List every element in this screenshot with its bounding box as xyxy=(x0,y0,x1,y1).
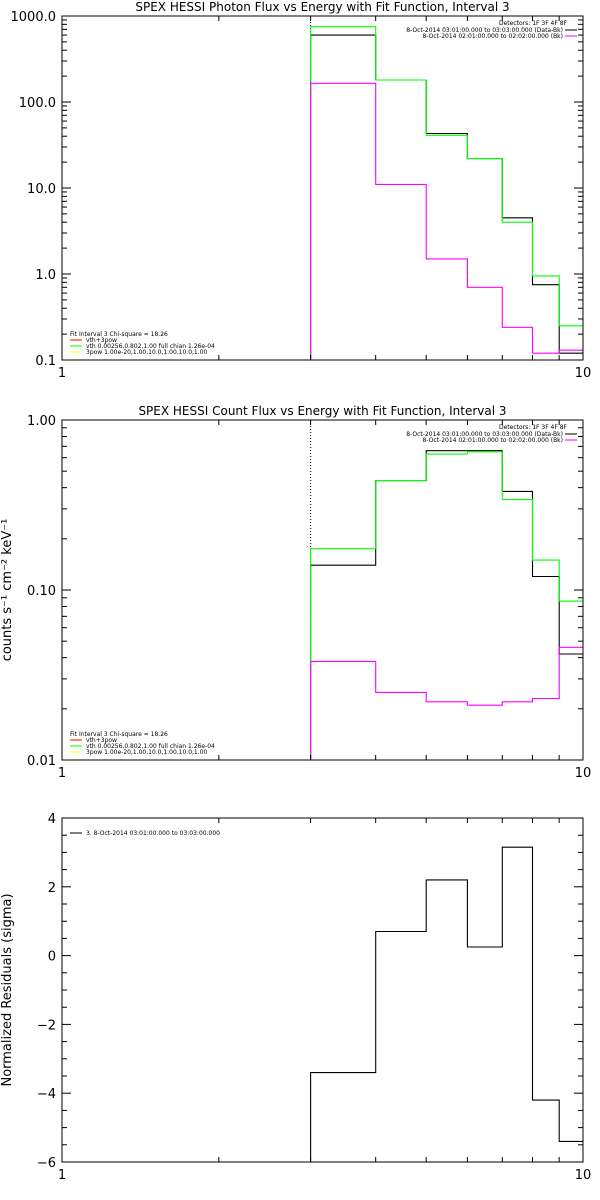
series-2-step-line xyxy=(310,26,583,360)
fit-summary-text: Fit Interval 3 Chi-square = 18.26 xyxy=(70,731,168,738)
legend-entry-text: 8-Oct-2014 02:01:00.000 to 02:02:00.000 … xyxy=(423,33,564,40)
x-tick-label: 10 xyxy=(575,1168,592,1183)
y-tick-label: 10.0 xyxy=(27,182,56,197)
x-tick-label: 10 xyxy=(575,366,592,381)
legend-top-right: Detectors: 1F 3F 4F 8F8-Oct-2014 03:01:0… xyxy=(406,20,577,40)
y-axis-label: counts s⁻¹ cm⁻² keV⁻¹ xyxy=(0,519,15,662)
y-tick-label: 1.00 xyxy=(27,414,56,429)
plot-frame xyxy=(61,817,584,1163)
series-3-step-line xyxy=(310,646,583,760)
legend-entry-text: 8-Oct-2014 03:01:00.000 to 03:03:00.000 … xyxy=(406,431,563,438)
panel-1: SPEX HESSI Photon Flux vs Energy with Fi… xyxy=(11,0,592,381)
y-tick-label: 1.0 xyxy=(35,268,56,283)
chart-title: SPEX HESSI Photon Flux vs Energy with Fi… xyxy=(135,0,509,14)
legend-top-left: 3. 8-Oct-2014 03:01:00.000 to 03:03:00.0… xyxy=(70,830,220,837)
series-3-step-line xyxy=(310,82,583,360)
legend-entry-text: 3pow 1.00e-20,1.00,10.0,1.00,10.0,1.00 xyxy=(86,749,207,756)
legend-bottom-left: Fit Interval 3 Chi-square = 18.26vth+3po… xyxy=(70,731,215,756)
y-tick-label: 100.0 xyxy=(19,96,56,111)
legend-entry-text: 8-Oct-2014 03:01:00.000 to 03:03:00.000 … xyxy=(406,27,563,34)
y-axis-label: Normalized Residuals (sigma) xyxy=(0,893,15,1086)
y-tick-label: −6 xyxy=(37,1156,56,1171)
x-tick-label: 1 xyxy=(58,766,66,781)
series-2-step-line xyxy=(310,451,583,760)
y-tick-label: 0.01 xyxy=(27,754,56,769)
y-tick-label: −4 xyxy=(37,1087,56,1102)
fit-summary-text: Fit Interval 3 Chi-square = 18.26 xyxy=(70,331,168,338)
legend-entry-text: 3pow 1.00e-20,1.00,10.0,1.00,10.0,1.00 xyxy=(86,349,207,356)
y-tick-label: 0.1 xyxy=(35,354,56,369)
x-tick-label: 10 xyxy=(575,766,592,781)
legend-entry-text: vth 0.00256,0.802,1.00 full chian 1.26e-… xyxy=(86,343,215,350)
y-tick-label: −2 xyxy=(37,1018,56,1033)
legend-entry-text: 3. 8-Oct-2014 03:01:00.000 to 03:03:00.0… xyxy=(86,830,220,837)
panel-3: 1 10 −6 −4 −2 0 2 4 Normalized Residuals (sigma)… xyxy=(0,812,591,1183)
legend-entry-text: vth+3pow xyxy=(86,337,117,344)
series-1-step-line xyxy=(310,846,583,1162)
y-tick-label: 0 xyxy=(48,950,56,965)
y-tick-label: 0.10 xyxy=(27,584,56,599)
legend-entry-text: vth+3pow xyxy=(86,737,117,744)
series-1-step-line xyxy=(310,450,583,760)
y-tick-label: 1000.0 xyxy=(11,10,57,25)
x-tick-label: 1 xyxy=(58,1168,66,1183)
y-tick-label: 4 xyxy=(48,812,56,827)
plot-frame xyxy=(61,15,584,361)
y-tick-label: 2 xyxy=(48,881,56,896)
panel-2: SPEX HESSI Count Flux vs Energy with Fit… xyxy=(0,404,591,781)
legend-top-right: Detectors: 1F 3F 4F 8F8-Oct-2014 03:01:0… xyxy=(406,424,577,444)
legend-header: Detectors: 1F 3F 4F 8F xyxy=(499,20,568,27)
legend-entry-text: vth 0.00256,0.802,1.00 full chian 1.26e-… xyxy=(86,743,215,750)
x-tick-label: 1 xyxy=(58,366,66,381)
legend-entry-text: 8-Oct-2014 02:01:00.000 to 02:02:00.000 … xyxy=(423,437,564,444)
legend-header: Detectors: 1F 3F 4F 8F xyxy=(499,424,568,431)
plot-frame xyxy=(61,419,584,761)
legend-bottom-left: Fit Interval 3 Chi-square = 18.26vth+3po… xyxy=(70,331,215,356)
chart-title: SPEX HESSI Count Flux vs Energy with Fit… xyxy=(138,404,506,418)
